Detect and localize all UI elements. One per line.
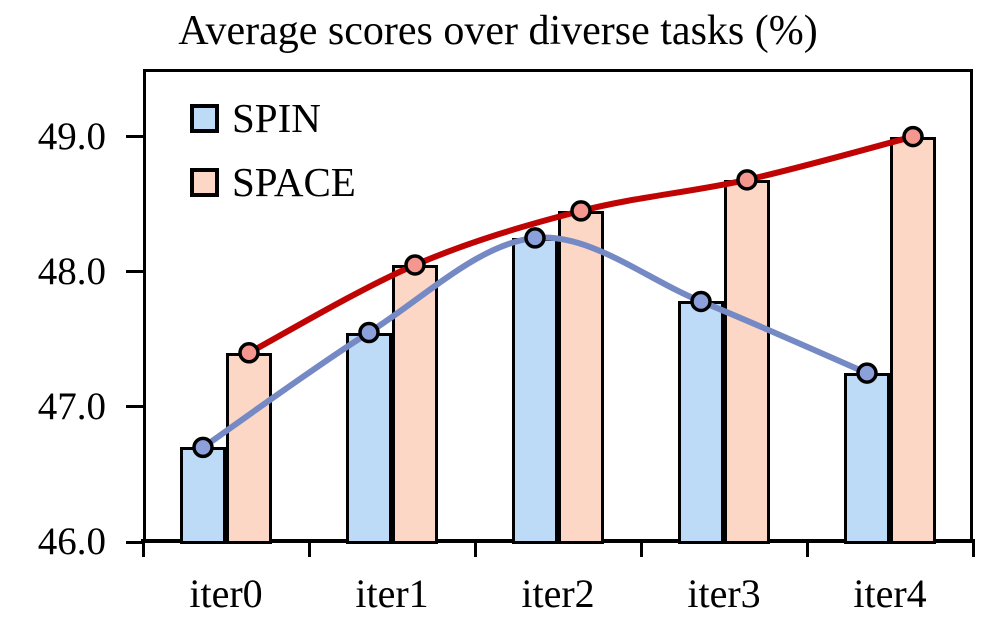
bar-space-iter2 <box>558 210 604 544</box>
x-axis-label-iter4: iter4 <box>853 571 927 616</box>
legend-label-space: SPACE <box>232 159 356 205</box>
y-axis-label: 46.0 <box>37 520 106 563</box>
x-axis-tick <box>141 543 145 557</box>
legend-item-space: SPACE <box>190 160 356 204</box>
x-axis-label-iter2: iter2 <box>521 571 595 616</box>
space-swatch-icon <box>190 167 219 197</box>
legend: SPIN SPACE <box>190 96 356 204</box>
bar-space-iter4 <box>890 136 936 544</box>
bar-spin-iter3 <box>678 301 724 544</box>
y-axis-tick <box>126 405 143 409</box>
y-axis-label: 48.0 <box>37 249 106 293</box>
x-axis-tick <box>307 543 311 557</box>
x-axis-tick <box>971 543 975 557</box>
bar-space-iter1 <box>392 264 438 544</box>
x-axis-tick <box>805 543 809 557</box>
y-axis-tick <box>126 270 143 274</box>
y-axis-tick <box>126 540 143 544</box>
chart-title: Average scores over diverse tasks (%) <box>178 8 818 54</box>
bar-spin-iter1 <box>346 332 392 544</box>
x-axis-tick <box>639 543 643 557</box>
legend-label-spin: SPIN <box>232 95 321 141</box>
x-axis-label-iter1: iter1 <box>355 571 429 616</box>
spin-swatch-icon <box>190 103 219 133</box>
x-axis-label-iter0: iter0 <box>189 571 263 616</box>
y-axis-tick <box>126 135 143 139</box>
x-axis-label-iter3: iter3 <box>687 571 761 616</box>
bar-spin-iter2 <box>512 237 558 544</box>
bar-spin-iter0 <box>180 447 226 544</box>
y-axis-label: 47.0 <box>37 384 106 428</box>
bar-space-iter3 <box>724 179 770 544</box>
x-axis-tick <box>473 543 477 557</box>
bar-space-iter0 <box>226 352 272 544</box>
y-axis-label: 49.0 <box>37 114 106 158</box>
bar-spin-iter4 <box>844 373 890 544</box>
legend-item-spin: SPIN <box>190 96 356 140</box>
